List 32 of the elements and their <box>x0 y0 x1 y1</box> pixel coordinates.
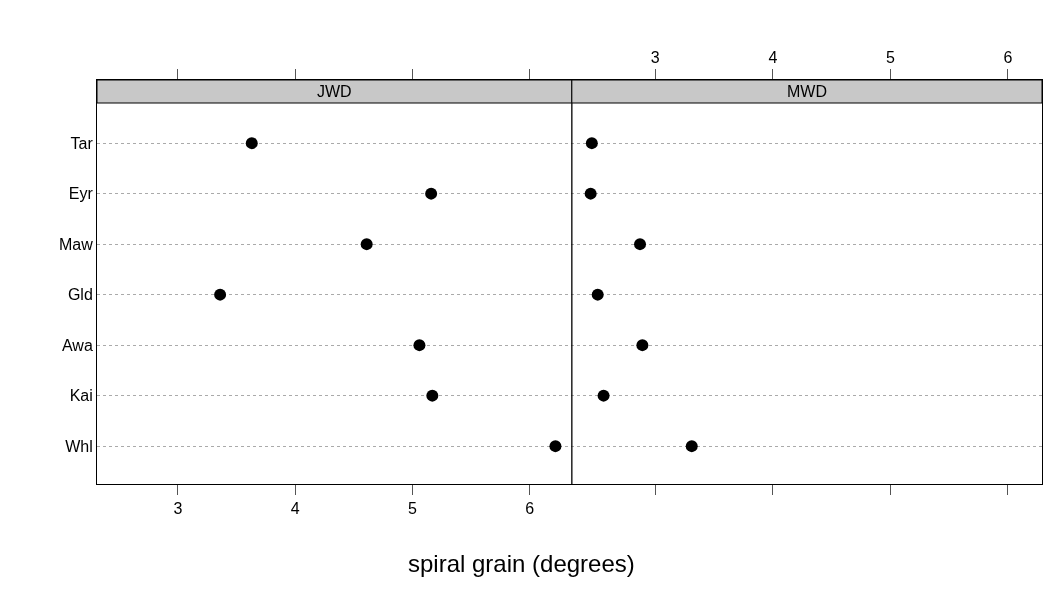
point <box>425 187 438 200</box>
x-tick-label: 6 <box>525 500 535 518</box>
point <box>360 238 373 251</box>
x-tick-label: 5 <box>407 500 417 518</box>
y-tick-label: Maw <box>59 235 94 253</box>
x-axis-title: spiral grain (degrees) <box>408 550 635 577</box>
point <box>636 339 649 352</box>
y-tick-label: Whl <box>65 437 93 455</box>
y-tick-label: Tar <box>70 134 94 152</box>
point <box>597 389 610 402</box>
point <box>685 440 698 453</box>
y-tick-label: Kai <box>69 387 93 405</box>
text: JWD <box>317 83 352 100</box>
x2-tick-label: 6 <box>1003 48 1013 66</box>
point <box>585 137 598 150</box>
y-tick-label: Eyr <box>68 185 94 203</box>
x-tick-label: 3 <box>173 500 183 518</box>
x2-tick-label: 3 <box>650 48 660 66</box>
point <box>584 187 597 200</box>
point <box>591 288 604 301</box>
y-tick-label: Awa <box>61 336 93 354</box>
x-tick-label: 4 <box>290 500 300 518</box>
point <box>214 288 227 301</box>
x2-tick-label: 5 <box>885 48 895 66</box>
point <box>549 440 562 453</box>
text: MWD <box>787 83 827 100</box>
point <box>413 339 426 352</box>
point <box>634 238 647 251</box>
y-tick-label: Gld <box>67 286 93 304</box>
point <box>245 137 258 150</box>
point <box>426 389 439 402</box>
x2-tick-label: 4 <box>768 48 778 66</box>
